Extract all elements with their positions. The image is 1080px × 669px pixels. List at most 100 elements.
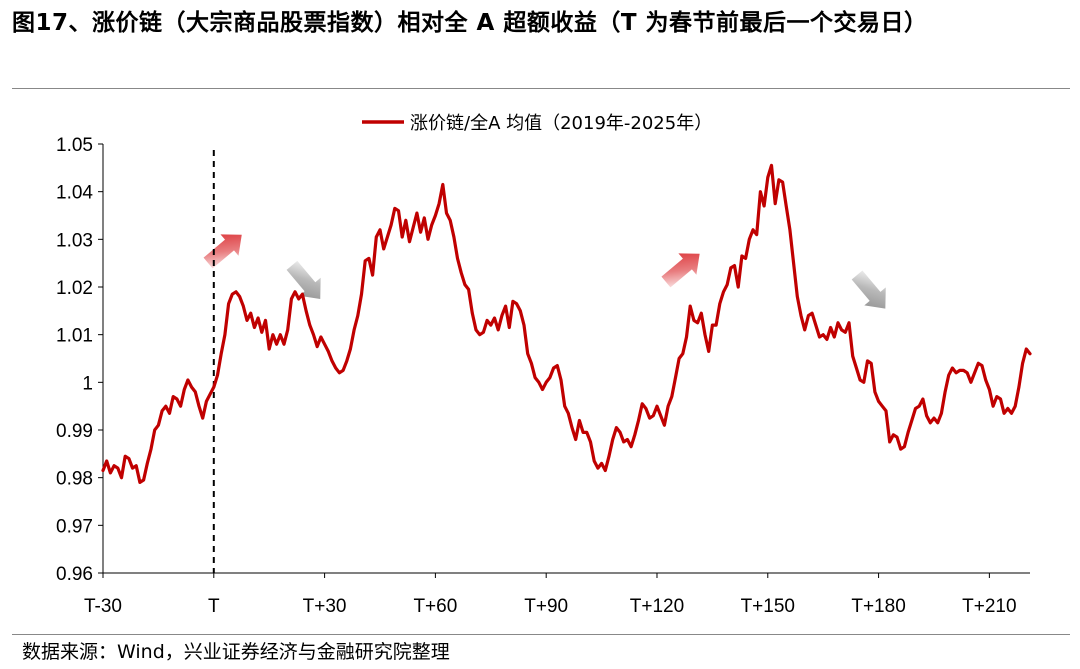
data-point — [1007, 408, 1009, 410]
data-point — [431, 224, 433, 226]
data-point — [128, 458, 130, 460]
data-point — [376, 236, 378, 238]
data-point — [601, 463, 603, 465]
x-tick-label: T+150 — [741, 596, 795, 617]
legend-label: 涨价链/全A 均值（2019年-2025年） — [410, 113, 712, 134]
data-point — [161, 410, 163, 412]
data-point — [457, 258, 459, 260]
data-point — [697, 322, 699, 324]
y-tick-label: 1.03 — [56, 230, 93, 251]
data-point — [257, 317, 259, 319]
data-point — [675, 377, 677, 379]
data-point — [1029, 353, 1031, 355]
data-point — [132, 467, 134, 469]
data-point — [859, 379, 861, 381]
data-point — [874, 391, 876, 393]
data-point — [989, 389, 991, 391]
data-point — [763, 205, 765, 207]
data-point — [760, 191, 762, 193]
data-point — [560, 379, 562, 381]
data-point — [1000, 398, 1002, 400]
data-point — [737, 286, 739, 288]
data-point — [538, 382, 540, 384]
data-point — [952, 367, 954, 369]
data-point — [582, 432, 584, 434]
data-point — [527, 353, 529, 355]
data-point — [187, 379, 189, 381]
data-point — [220, 353, 222, 355]
downtrend-arrow-icon — [286, 260, 321, 300]
data-point — [235, 291, 237, 293]
data-point — [641, 403, 643, 405]
data-point — [339, 372, 341, 374]
data-point — [246, 320, 248, 322]
data-point — [520, 310, 522, 312]
data-point — [468, 289, 470, 291]
data-point — [505, 305, 507, 307]
data-point — [1011, 413, 1013, 415]
data-point — [726, 284, 728, 286]
data-point — [749, 239, 751, 241]
data-point — [586, 432, 588, 434]
data-point — [933, 417, 935, 419]
data-point — [782, 181, 784, 183]
data-point — [121, 477, 123, 479]
data-point — [372, 274, 374, 276]
data-point — [745, 258, 747, 260]
data-point — [545, 382, 547, 384]
y-tick-label: 0.99 — [56, 421, 93, 442]
data-point — [280, 334, 282, 336]
axes: 0.96 0.97 0.98 0.99 1 1.01 1.02 1.03 1.04 1.05 T-3… — [56, 135, 1030, 617]
data-point — [966, 372, 968, 374]
data-point — [590, 441, 592, 443]
data-point — [649, 417, 651, 419]
x-tick-label: T-30 — [84, 596, 122, 617]
data-point — [682, 353, 684, 355]
data-point — [449, 220, 451, 222]
data-point — [239, 296, 241, 298]
data-point — [438, 203, 440, 205]
data-point — [841, 329, 843, 331]
data-point — [324, 343, 326, 345]
data-point — [497, 329, 499, 331]
data-point — [889, 441, 891, 443]
data-point — [479, 334, 481, 336]
data-point — [117, 467, 119, 469]
data-point — [169, 413, 171, 415]
data-point — [401, 236, 403, 238]
data-point — [981, 365, 983, 367]
data-point — [542, 389, 544, 391]
data-point — [165, 405, 167, 407]
data-point — [150, 448, 152, 450]
data-point — [209, 393, 211, 395]
data-point — [719, 303, 721, 305]
data-point — [346, 360, 348, 362]
data-point — [453, 236, 455, 238]
y-tick-label: 1.02 — [56, 278, 93, 299]
data-point — [575, 439, 577, 441]
data-point — [534, 377, 536, 379]
data-point — [490, 324, 492, 326]
data-point — [678, 358, 680, 360]
data-point — [379, 229, 381, 231]
data-point — [191, 386, 193, 388]
data-point — [135, 465, 137, 467]
data-point — [619, 432, 621, 434]
data-point — [870, 363, 872, 365]
data-point — [937, 422, 939, 424]
data-point — [926, 415, 928, 417]
data-point — [808, 315, 810, 317]
data-point — [427, 239, 429, 241]
data-point — [331, 360, 333, 362]
data-point — [944, 391, 946, 393]
data-point — [335, 367, 337, 369]
data-point — [704, 334, 706, 336]
downtrend-arrow-icon — [851, 270, 886, 309]
data-point — [409, 241, 411, 243]
data-point — [265, 320, 267, 322]
data-point — [689, 305, 691, 307]
data-point — [848, 322, 850, 324]
data-point — [811, 312, 813, 314]
data-point — [664, 424, 666, 426]
data-point — [176, 398, 178, 400]
